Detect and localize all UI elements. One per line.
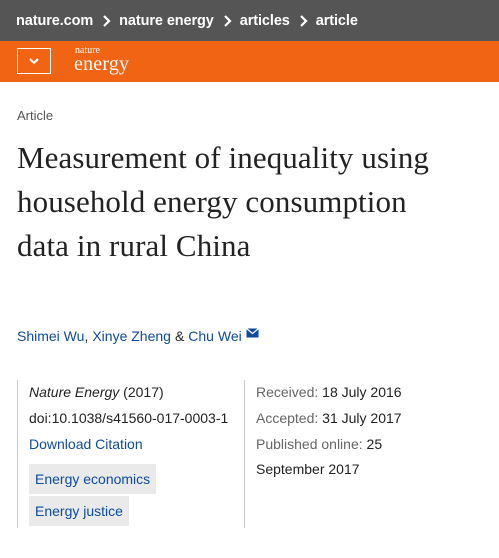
article-type-label: Article bbox=[17, 108, 54, 123]
subject-tag[interactable]: Energy justice bbox=[29, 496, 129, 526]
accepted-date: Accepted: 31 July 2017 bbox=[256, 410, 402, 426]
published-day: 25 bbox=[366, 436, 383, 452]
author-link[interactable]: Xinye Zheng bbox=[92, 328, 171, 344]
article-title: Measurement of inequality using househol… bbox=[17, 140, 430, 263]
published-date: Published online: 25 bbox=[256, 436, 382, 452]
journal-name: Nature Energy bbox=[29, 384, 120, 400]
author-list: Shimei Wu , Xinye Zheng & Chu Wei bbox=[17, 328, 259, 344]
published-label: Published online: bbox=[256, 436, 363, 452]
chevron-right-icon bbox=[99, 14, 115, 28]
journal-year: (2017) bbox=[123, 384, 164, 400]
subject-tag[interactable]: Energy economics bbox=[29, 464, 157, 494]
breadcrumb: nature.com nature energy articles articl… bbox=[0, 0, 499, 41]
author-separator: , bbox=[84, 328, 89, 344]
mail-icon[interactable] bbox=[245, 325, 259, 341]
author-link[interactable]: Chu Wei bbox=[188, 328, 242, 344]
journal-citation: Nature Energy (2017) bbox=[29, 384, 164, 400]
download-citation-link[interactable]: Download Citation bbox=[29, 436, 143, 452]
logo-nature-text: nature bbox=[75, 45, 100, 56]
breadcrumb-item-articles[interactable]: articles bbox=[239, 12, 290, 29]
breadcrumb-item-nature-com[interactable]: nature.com bbox=[16, 12, 94, 29]
journal-logo[interactable]: nature energy bbox=[74, 45, 130, 75]
received-label: Received: bbox=[256, 384, 319, 400]
logo-energy-text: energy bbox=[74, 53, 130, 75]
doi-text: doi:10.1038/s41560-017-0003-1 bbox=[29, 410, 229, 426]
citation-info-panel: Nature Energy (2017) doi:10.1038/s41560-… bbox=[17, 380, 245, 528]
received-date: Received: 18 July 2016 bbox=[256, 384, 402, 400]
breadcrumb-item-article: article bbox=[315, 12, 358, 29]
chevron-right-icon bbox=[220, 14, 236, 28]
breadcrumb-item-nature-energy[interactable]: nature energy bbox=[119, 12, 214, 29]
author-separator: & bbox=[174, 328, 185, 344]
published-month-year: September 2017 bbox=[256, 461, 360, 477]
chevron-down-icon bbox=[29, 58, 39, 65]
menu-toggle-button[interactable] bbox=[17, 48, 51, 74]
accepted-value: 31 July 2017 bbox=[322, 410, 402, 426]
accepted-label: Accepted: bbox=[256, 410, 319, 426]
author-link[interactable]: Shimei Wu bbox=[17, 328, 85, 344]
published-date-continued: September 2017 bbox=[256, 461, 360, 477]
journal-header: nature energy bbox=[0, 41, 499, 82]
received-value: 18 July 2016 bbox=[322, 384, 402, 400]
chevron-right-icon bbox=[296, 14, 312, 28]
